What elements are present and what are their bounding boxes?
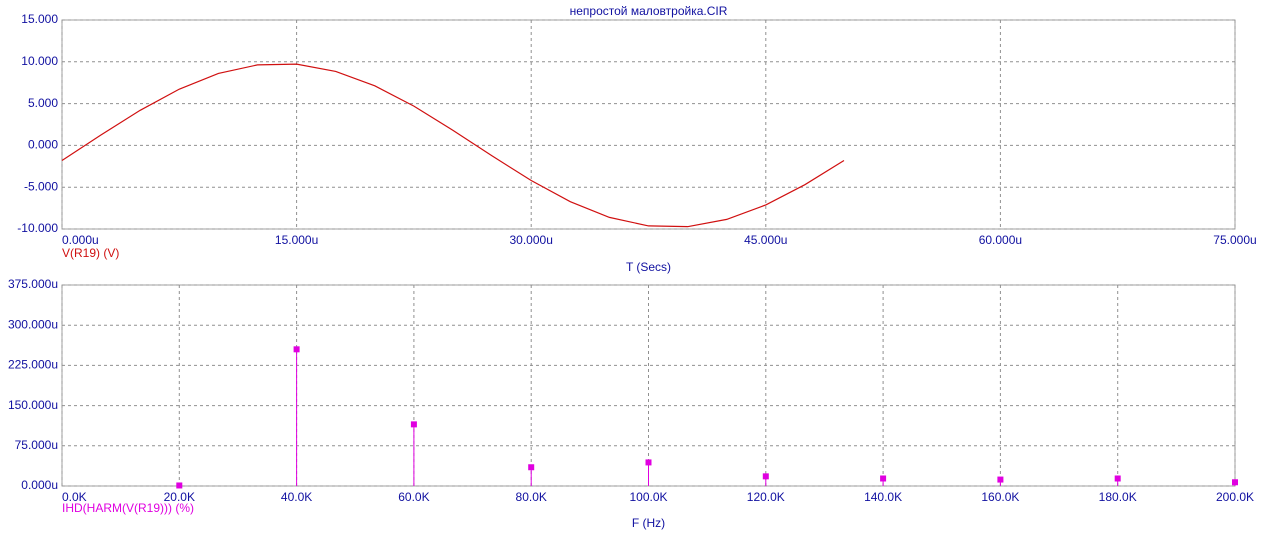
chart-title: непростой маловтройка.CIR <box>570 4 728 18</box>
legend-label: IHD(HARM(V(R19))) (%) <box>62 501 194 515</box>
y-tick-label: 10.000 <box>21 54 58 68</box>
y-tick-label: 0.000 <box>28 138 58 152</box>
x-tick-label: 200.0K <box>1216 490 1254 504</box>
x-tick-label: 30.000u <box>510 233 553 247</box>
x-tick-label: 140.0K <box>864 490 902 504</box>
x-tick-label: 45.000u <box>744 233 787 247</box>
stem-marker <box>1114 475 1121 482</box>
stem-marker <box>528 464 535 471</box>
x-tick-label: 160.0K <box>981 490 1019 504</box>
y-tick-label: 0.000u <box>21 478 58 492</box>
stem-marker <box>762 473 769 480</box>
line-series <box>61 63 845 228</box>
x-tick-label: 15.000u <box>275 233 318 247</box>
x-tick-label: 60.000u <box>979 233 1022 247</box>
stem-marker <box>645 459 652 466</box>
stem-marker <box>293 346 300 353</box>
y-tick-label: 300.000u <box>8 317 58 331</box>
x-tick-label: 40.0K <box>281 490 312 504</box>
y-tick-label: -10.000 <box>17 221 58 235</box>
stem-marker <box>997 476 1004 483</box>
y-tick-label: 5.000 <box>28 96 58 110</box>
stem-marker <box>1232 479 1238 486</box>
x-tick-label: 100.0K <box>629 490 667 504</box>
plot-frame <box>61 19 1236 230</box>
stem-marker <box>176 482 183 489</box>
x-tick-label: 180.0K <box>1099 490 1137 504</box>
y-tick-label: -5.000 <box>24 179 58 193</box>
x-tick-label: 80.0K <box>516 490 547 504</box>
x-tick-label: 0.0K <box>62 490 87 504</box>
y-tick-label: 225.000u <box>8 358 58 372</box>
y-tick-label: 150.000u <box>8 398 58 412</box>
legend-label: V(R19) (V) <box>62 246 119 260</box>
y-tick-label: 375.000u <box>8 277 58 291</box>
x-tick-label: 120.0K <box>747 490 785 504</box>
x-axis-label: F (Hz) <box>632 516 665 530</box>
x-tick-label: 60.0K <box>398 490 429 504</box>
y-tick-label: 75.000u <box>15 438 58 452</box>
y-tick-label: 15.000 <box>21 12 58 26</box>
x-axis-label: T (Secs) <box>626 260 671 274</box>
x-tick-label: 0.000u <box>62 233 99 247</box>
stem-marker <box>410 421 417 428</box>
x-tick-label: 20.0K <box>164 490 195 504</box>
stem-marker <box>880 475 887 482</box>
x-tick-label: 75.000u <box>1213 233 1256 247</box>
